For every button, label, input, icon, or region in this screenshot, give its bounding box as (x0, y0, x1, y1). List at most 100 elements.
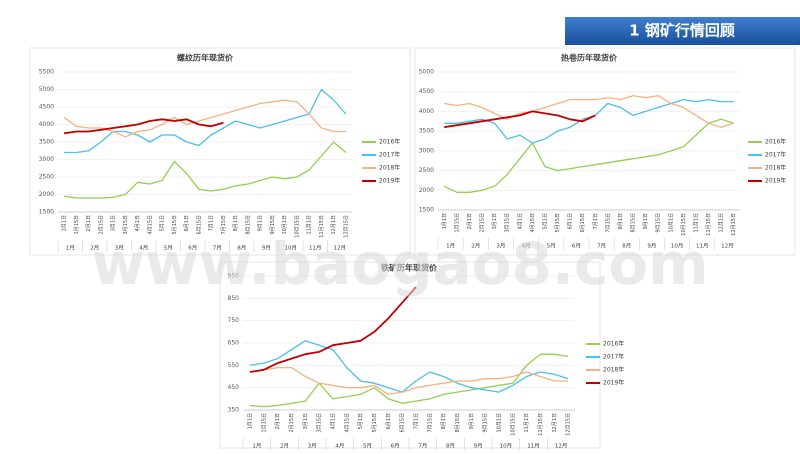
chart-frame (414, 47, 796, 256)
series-line (444, 95, 734, 128)
x-tick-label: 3月15日 (317, 413, 323, 433)
x-tick-label: 12月1日 (331, 215, 337, 235)
x-tick-label: 1月15日 (454, 213, 460, 233)
watermark: www.baogao8.com (91, 230, 708, 298)
x-tick-label: 9月1日 (469, 413, 475, 429)
month-label: 7月 (418, 443, 427, 450)
y-tick-label: 3500 (419, 128, 434, 135)
header-title: 1 钢矿行情回顾 (629, 22, 735, 40)
x-tick-label: 10月1日 (668, 213, 674, 233)
y-tick-label: 2000 (39, 191, 54, 198)
month-label: 10月 (671, 243, 684, 250)
y-tick-label: 550 (228, 362, 240, 369)
x-tick-label: 9月15日 (483, 413, 489, 433)
x-tick-label: 7月1日 (593, 213, 599, 229)
x-tick-label: 6月15日 (580, 213, 586, 233)
month-label: 12月 (721, 243, 734, 250)
x-tick-label: 7月1日 (413, 413, 419, 429)
month-label: 11月 (309, 245, 322, 252)
month-label: 9月 (262, 245, 271, 252)
series-line (249, 353, 569, 408)
y-tick-label: 850 (228, 295, 240, 302)
month-label: 11月 (527, 443, 540, 450)
legend-label: 2019年 (603, 379, 624, 387)
month-label: 9月 (474, 443, 483, 450)
series-line (64, 141, 347, 199)
x-tick-label: 3月1日 (303, 413, 309, 429)
x-tick-label: 12月1日 (552, 413, 558, 433)
x-tick-label: 10月1日 (496, 413, 502, 433)
x-tick-label: 8月1日 (618, 213, 624, 229)
x-tick-label: 7月15日 (221, 215, 227, 235)
x-tick-label: 10月15日 (294, 215, 300, 238)
x-tick-label: 1月1日 (442, 213, 448, 229)
x-tick-label: 9月1日 (643, 213, 649, 229)
y-tick-label: 1500 (39, 209, 54, 216)
x-tick-label: 4月1日 (517, 213, 523, 229)
legend-label: 2016年 (379, 138, 400, 146)
x-tick-label: 11月1日 (307, 215, 313, 235)
x-tick-label: 11月15日 (538, 413, 544, 436)
x-tick-label: 4月1日 (330, 413, 336, 429)
series-line (444, 98, 734, 144)
y-tick-label: 2500 (419, 167, 434, 174)
month-label: 4月 (335, 443, 344, 450)
month-label: 6月 (188, 245, 197, 252)
x-tick-label: 8月1日 (441, 413, 447, 429)
x-tick-label: 3月1日 (492, 213, 498, 229)
month-label: 8月 (237, 245, 246, 252)
x-tick-label: 12月1日 (719, 213, 725, 233)
series-line (63, 99, 346, 138)
x-tick-label: 11月15日 (706, 213, 712, 236)
series-line (249, 366, 569, 396)
x-tick-label: 2月15日 (289, 413, 295, 433)
month-label: 7月 (213, 245, 222, 252)
month-label: 3月 (308, 443, 317, 450)
month-label: 2月 (90, 245, 99, 252)
x-tick-label: 9月15日 (270, 215, 276, 235)
x-tick-label: 8月15日 (245, 215, 251, 235)
y-tick-label: 4500 (39, 104, 54, 111)
x-tick-label: 3月15日 (505, 213, 511, 233)
x-tick-label: 3月1日 (111, 215, 117, 231)
series-line (444, 118, 734, 193)
x-tick-label: 6月15日 (196, 215, 202, 235)
x-tick-label: 8月15日 (455, 413, 461, 433)
x-tick-label: 4月15日 (344, 413, 350, 433)
x-tick-label: 5月15日 (372, 413, 378, 433)
y-tick-label: 750 (228, 317, 240, 324)
month-label: 9月 (647, 243, 656, 250)
x-tick-label: 6月1日 (386, 413, 392, 429)
x-tick-label: 12月15日 (731, 213, 737, 236)
x-tick-label: 3月15日 (123, 215, 129, 235)
y-tick-label: 4500 (419, 88, 434, 95)
month-label: 4月 (139, 245, 148, 252)
legend-label: 2017年 (379, 151, 400, 159)
x-tick-label: 10月1日 (282, 215, 288, 235)
legend-label: 2019年 (379, 177, 400, 185)
chart-title: 热卷历年现货价 (561, 53, 618, 63)
x-tick-label: 11月15日 (319, 215, 325, 238)
month-label: 6月 (391, 443, 400, 450)
chart-title: 铁矿历年现货价 (381, 263, 438, 273)
x-tick-label: 11月1日 (693, 213, 699, 233)
legend-label: 2017年 (765, 151, 786, 159)
y-tick-label: 5500 (39, 69, 54, 76)
x-tick-label: 8月1日 (233, 215, 239, 231)
y-tick-label: 2000 (419, 187, 434, 194)
month-label: 7月 (597, 243, 606, 250)
series-line (249, 286, 417, 373)
legend-label: 2018年 (765, 164, 786, 172)
legend-label: 2016年 (765, 138, 786, 146)
month-label: 3月 (496, 243, 505, 250)
y-tick-label: 650 (228, 340, 240, 347)
month-label: 11月 (696, 243, 709, 250)
x-tick-label: 5月15日 (555, 213, 561, 233)
month-label: 1月 (66, 245, 75, 252)
charts: 螺纹历年现货价 1500 2000 2500 3000 3500 4000 4500 5000 5… (39, 53, 786, 450)
legend-label: 2018年 (603, 366, 624, 374)
x-tick-label: 7月15日 (605, 213, 611, 233)
x-tick-label: 9月1日 (258, 215, 264, 231)
y-tick-label: 3000 (39, 156, 54, 163)
